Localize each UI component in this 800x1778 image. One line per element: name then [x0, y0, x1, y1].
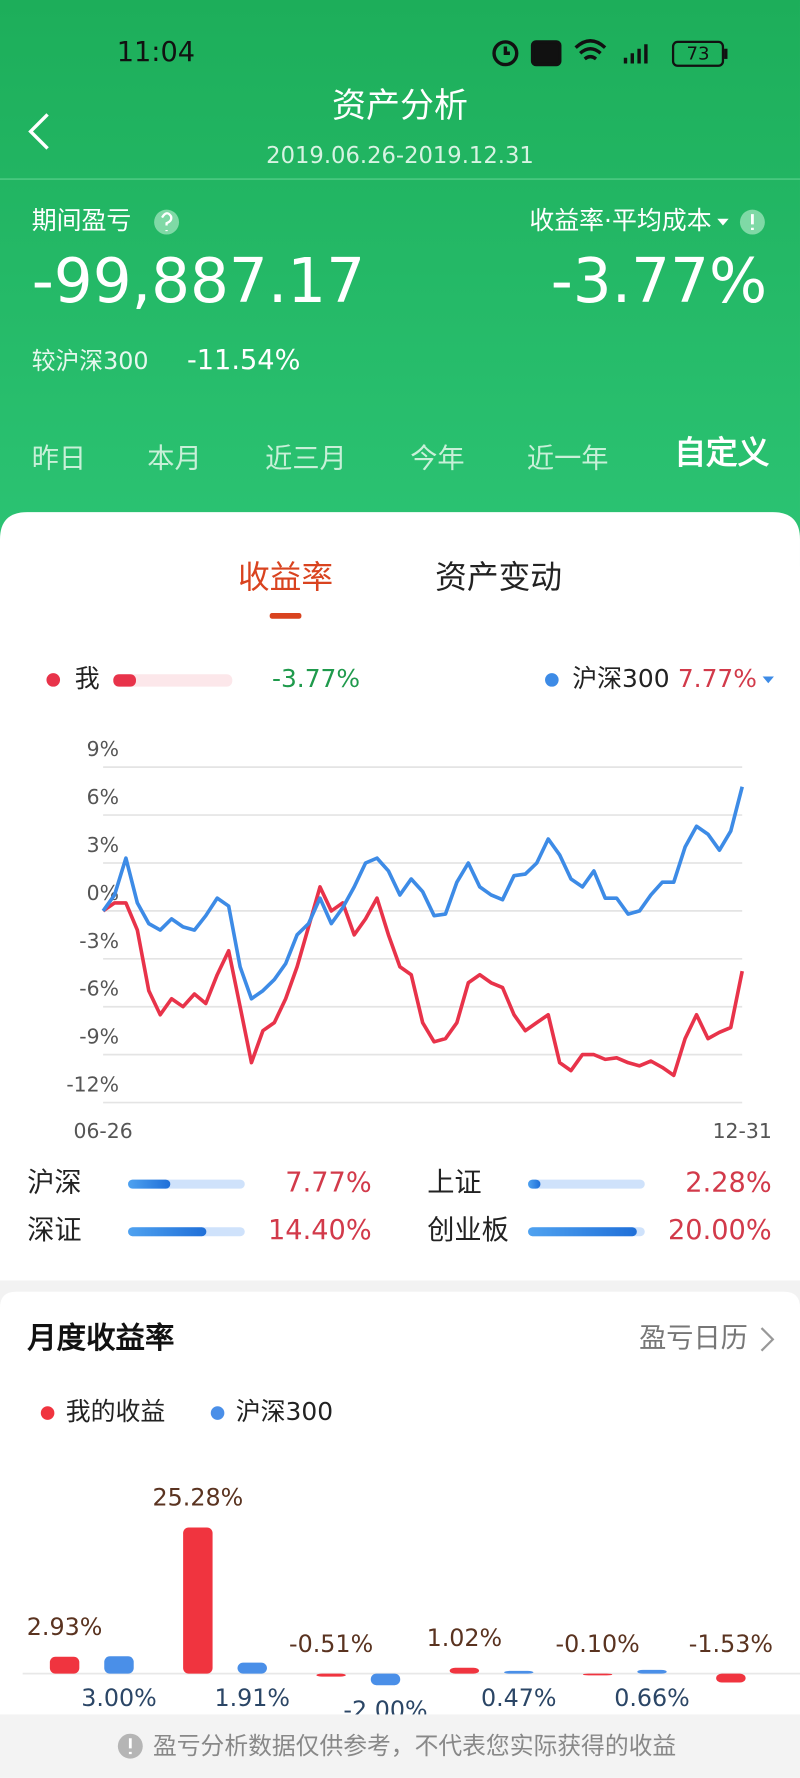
legend-value: 7.77% — [678, 664, 757, 693]
legend-value: -3.77% — [272, 664, 360, 693]
tab-underline — [269, 613, 302, 619]
help-icon[interactable] — [154, 209, 180, 235]
status-icons — [492, 39, 728, 67]
index-value: 20.00% — [668, 1215, 772, 1246]
index-list: 沪深 7.77% 上证 2.28% 深证 14.40% 创业板 20.00% — [27, 1168, 771, 1247]
compare-label: 较沪深300 — [32, 347, 149, 375]
y-tick-label: -6% — [79, 977, 119, 1001]
month-bar — [504, 1670, 534, 1674]
y-tick-label: 9% — [87, 737, 119, 761]
value-label: 0.47% — [481, 1684, 557, 1712]
back-button[interactable] — [28, 113, 49, 150]
index-name: 创业板 — [427, 1215, 509, 1246]
header-background — [0, 0, 800, 567]
view-tab[interactable]: 资产变动 — [435, 560, 562, 596]
legend-dot — [40, 1406, 55, 1420]
period-tab[interactable]: 今年 — [410, 444, 464, 475]
month-bar — [316, 1673, 346, 1677]
series-line — [102, 885, 744, 1078]
legend-track — [113, 674, 233, 687]
value-label: 1.02% — [427, 1624, 503, 1652]
index-name: 沪深 — [27, 1168, 81, 1199]
value-label: -0.51% — [289, 1630, 373, 1658]
month-bar — [183, 1527, 213, 1674]
legend-fill — [113, 674, 136, 687]
date-range: 2019.06.26-2019.12.31 — [266, 143, 534, 169]
value-label: -0.10% — [556, 1630, 640, 1658]
dropdown-arrow[interactable] — [717, 218, 729, 226]
legend-name: 沪深300 — [572, 664, 669, 693]
value-label: 3.00% — [81, 1684, 157, 1712]
y-tick-label: 6% — [87, 785, 119, 809]
compare-value: -11.54% — [187, 345, 300, 376]
index-value: 2.28% — [685, 1168, 771, 1199]
month-bar — [237, 1662, 267, 1674]
pnl-value: -99,887.17 — [32, 246, 365, 317]
index-bar — [528, 1227, 637, 1237]
page-title: 资产分析 — [332, 86, 468, 126]
month-bar — [449, 1667, 480, 1674]
value-label: 25.28% — [153, 1484, 244, 1512]
footer-notice: 盈亏分析数据仅供参考，不代表您实际获得的收益 — [153, 1732, 676, 1760]
index-bar — [128, 1227, 207, 1237]
month-bar — [716, 1673, 746, 1683]
month-bar — [582, 1673, 613, 1676]
month-bar — [104, 1656, 134, 1674]
pnl-label: 期间盈亏 — [32, 206, 132, 235]
notice-icon — [117, 1733, 143, 1759]
month-bar — [370, 1673, 401, 1686]
line-chart: 9%6%3%0%-3%-6%-9%-12%06-26 12-31我 -3.77% 沪深… — [46, 664, 774, 1143]
index-value: 7.77% — [285, 1168, 371, 1199]
index-value: 14.40% — [268, 1215, 372, 1246]
legend-dot — [46, 673, 61, 687]
legend-name: 我 — [75, 664, 100, 693]
legend-name: 沪深300 — [236, 1397, 333, 1426]
view-tab[interactable]: 收益率 — [238, 560, 333, 596]
x-tick-label: 12-31 — [713, 1119, 772, 1143]
calendar-link[interactable]: 盈亏日历 — [639, 1323, 748, 1354]
legend-name: 我的收益 — [66, 1397, 166, 1426]
y-tick-label: -3% — [79, 929, 119, 953]
index-bar — [128, 1179, 171, 1189]
index-name: 上证 — [427, 1168, 481, 1199]
info-icon[interactable] — [739, 209, 765, 235]
return-value: -3.77% — [551, 246, 767, 317]
period-tab[interactable]: 近三月 — [265, 444, 347, 475]
period-tab[interactable]: 昨日 — [32, 444, 86, 475]
period-tab[interactable]: 近一年 — [527, 444, 609, 475]
y-tick-label: -12% — [66, 1073, 119, 1097]
value-label: 2.93% — [27, 1613, 103, 1641]
index-bar — [528, 1179, 541, 1189]
month-bar — [637, 1669, 667, 1674]
legend-dropdown[interactable] — [762, 676, 774, 684]
series-line — [101, 786, 744, 1001]
view-tabs: 收益率 资产变动 — [238, 560, 562, 619]
month-bar — [49, 1656, 80, 1674]
period-tabs: 昨日 本月 近三月 今年 近一年 自定义 — [32, 435, 770, 474]
y-tick-label: 3% — [87, 833, 119, 857]
section-title: 月度收益率 — [27, 1321, 174, 1355]
index-name: 深证 — [27, 1215, 81, 1246]
return-label[interactable]: 收益率·平均成本 — [529, 206, 711, 235]
y-tick-label: -9% — [79, 1025, 119, 1049]
chevron[interactable] — [760, 1327, 775, 1352]
value-label: -1.53% — [689, 1630, 773, 1658]
legend-dot — [545, 673, 559, 687]
period-tab[interactable]: 自定义 — [674, 435, 769, 471]
index-track — [528, 1179, 645, 1189]
legend-dot — [210, 1406, 225, 1420]
status-time: 11:04 — [117, 37, 195, 68]
value-label: 0.66% — [614, 1684, 690, 1712]
value-label: 1.91% — [214, 1684, 290, 1712]
period-tab[interactable]: 本月 — [147, 444, 201, 475]
battery-level: 73 — [686, 43, 709, 64]
x-tick-label: 06-26 — [74, 1119, 133, 1143]
